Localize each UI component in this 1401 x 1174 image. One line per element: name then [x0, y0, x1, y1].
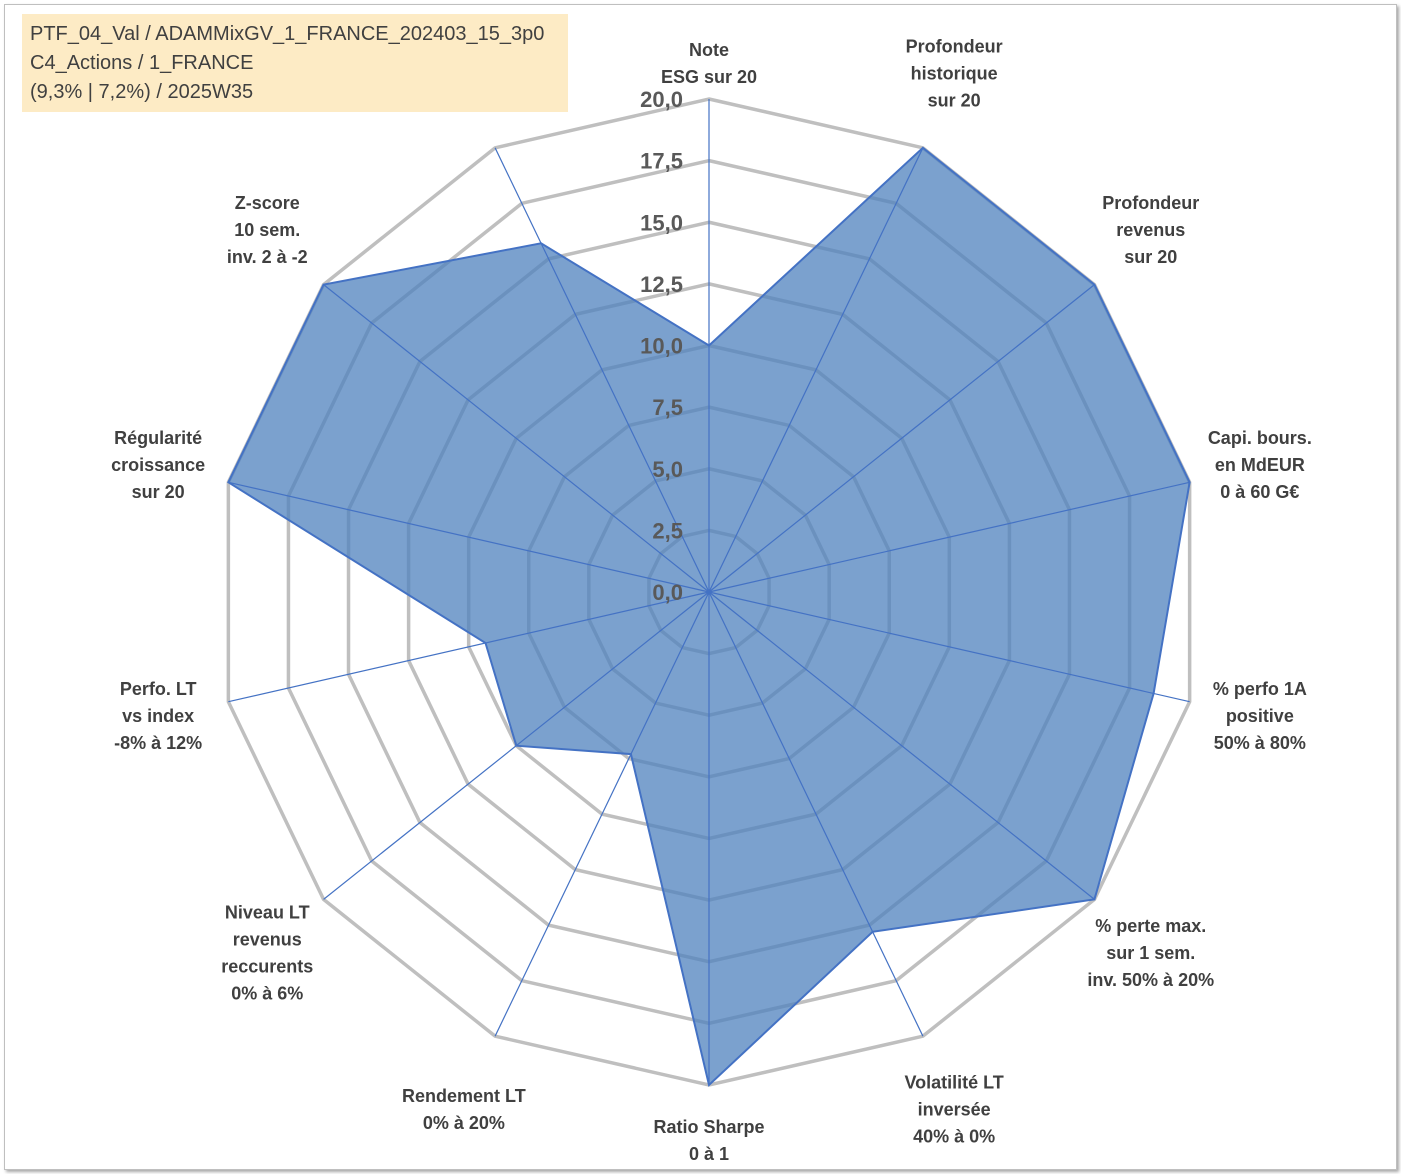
axis-label-line: en MdEUR: [1215, 455, 1305, 475]
tick-label: 12,5: [640, 272, 683, 297]
axis-spoke: [494, 147, 710, 593]
axis-label-line: revenus: [1116, 220, 1185, 240]
axis-spoke: [708, 481, 1190, 593]
axis-label-line: 0% à 20%: [423, 1113, 505, 1133]
axis-spoke: [323, 284, 710, 593]
axis-label-line: 0 à 60 G€: [1220, 482, 1299, 502]
axis-label-line: Profondeur: [906, 36, 1003, 56]
info-line-portfolio: PTF_04_Val / ADAMMixGV_1_FRANCE_202403_1…: [30, 23, 545, 45]
tick-label: 15,0: [640, 210, 683, 235]
axis-spoke: [708, 284, 1095, 593]
axis-spoke: [228, 481, 710, 593]
chart-info-box: PTF_04_Val / ADAMMixGV_1_FRANCE_202403_1…: [22, 14, 568, 112]
axis-label-line: Profondeur: [1102, 193, 1199, 213]
tick-label: 10,0: [640, 334, 683, 359]
axis-label-line: inversée: [918, 1100, 991, 1120]
axis-label-line: sur 20: [132, 482, 185, 502]
axis-label-line: 10 sem.: [234, 220, 300, 240]
tick-label: 17,5: [640, 149, 683, 174]
axis-label-line: ESG sur 20: [661, 67, 757, 87]
tick-label: 5,0: [652, 457, 683, 482]
axis-label-line: Régularité: [114, 428, 202, 448]
tick-label: 7,5: [652, 395, 683, 420]
axis-label-line: Niveau LT: [225, 902, 310, 922]
axis-spoke: [228, 591, 710, 703]
axis-label-line: vs index: [122, 706, 194, 726]
axis-label-line: Ratio Sharpe: [653, 1117, 764, 1137]
axis-label-line: Note: [689, 40, 729, 60]
axis-label-line: historique: [911, 63, 998, 83]
axis-label-line: 40% à 0%: [913, 1127, 995, 1147]
axis-label-line: inv. 2 à -2: [227, 247, 308, 267]
axis-label-line: reccurents: [221, 956, 313, 976]
axis-label-line: sur 20: [928, 90, 981, 110]
axis-label-line: 0% à 6%: [231, 983, 303, 1003]
axis-spoke: [708, 591, 1095, 900]
axis-spoke: [494, 591, 710, 1037]
axis-label-line: % perte max.: [1095, 916, 1206, 936]
info-line-category: C4_Actions / 1_FRANCE: [30, 52, 254, 74]
axis-spoke: [323, 591, 710, 900]
axis-label-line: sur 20: [1124, 247, 1177, 267]
tick-label: 0,0: [652, 580, 683, 605]
axis-label-line: Rendement LT: [402, 1086, 526, 1106]
axis-label-line: 50% à 80%: [1214, 733, 1306, 753]
info-line-stats: (9,3% | 7,2%) / 2025W35: [30, 81, 254, 103]
radar-spokes: [228, 99, 1190, 1085]
axis-label-line: positive: [1226, 706, 1294, 726]
axis-label-line: -8% à 12%: [114, 733, 202, 753]
tick-label: 2,5: [652, 518, 683, 543]
axis-spoke: [708, 591, 924, 1037]
axis-label-line: Capi. bours.: [1208, 428, 1312, 448]
axis-label-line: Volatilité LT: [904, 1073, 1003, 1093]
axis-label-line: sur 1 sem.: [1106, 943, 1195, 963]
axis-label-line: croissance: [111, 455, 205, 475]
axis-spoke: [708, 147, 924, 593]
axis-spoke: [708, 591, 1190, 703]
radar-tick-labels: 0,0 2,5 5,0 7,5 10,0 12,5 15,0 17,5 20,0: [640, 87, 683, 605]
axis-label-line: inv. 50% à 20%: [1087, 970, 1214, 990]
axis-label-line: 0 à 1: [689, 1144, 729, 1164]
axis-label-line: % perfo 1A: [1213, 679, 1307, 699]
tick-label: 20,0: [640, 87, 683, 112]
axis-label-line: revenus: [233, 929, 302, 949]
axis-label-line: Z-score: [235, 193, 300, 213]
axis-label-line: Perfo. LT: [120, 679, 197, 699]
